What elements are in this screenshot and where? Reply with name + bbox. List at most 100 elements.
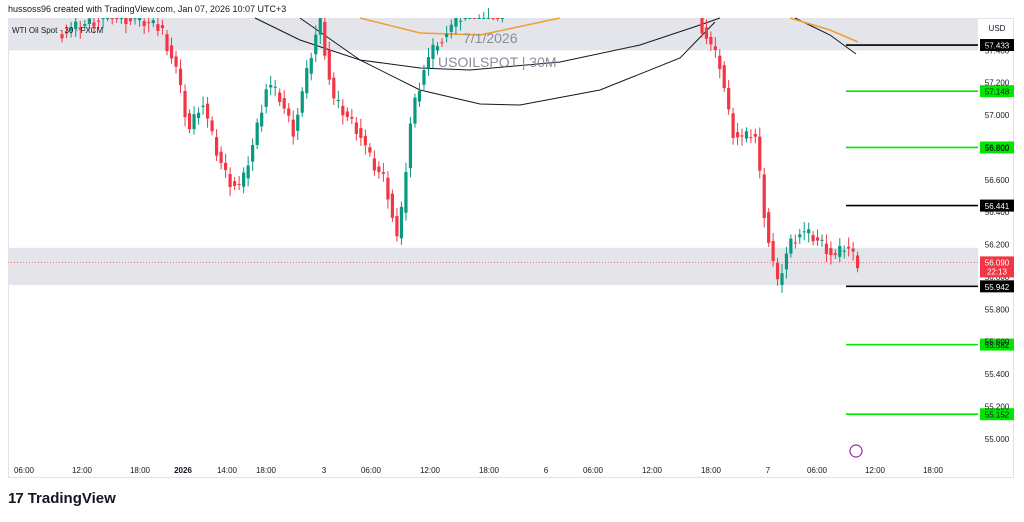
price-tick-2: 57.000 bbox=[985, 111, 1010, 120]
levels-layer bbox=[8, 44, 978, 416]
candle-body-111 bbox=[758, 136, 762, 171]
level-tag-0 bbox=[980, 39, 1014, 52]
candle-body-30 bbox=[196, 112, 201, 119]
candle-body-112 bbox=[762, 174, 766, 219]
candle-body-54 bbox=[305, 67, 309, 94]
candle-body-128 bbox=[833, 253, 837, 255]
candle-body-133 bbox=[855, 255, 860, 269]
candle-body-127 bbox=[829, 248, 833, 256]
level-tag-1 bbox=[980, 85, 1014, 98]
candle-body-129 bbox=[838, 245, 842, 257]
candle-body-123 bbox=[811, 235, 815, 242]
zones-layer bbox=[8, 18, 978, 286]
candle-body-117 bbox=[784, 253, 789, 270]
time-tick-9: 18:00 bbox=[479, 466, 500, 475]
price-tick-12: 55.000 bbox=[985, 435, 1010, 444]
candle-body-65 bbox=[354, 122, 358, 134]
candle-body-108 bbox=[744, 131, 749, 139]
candle-body-43 bbox=[255, 122, 259, 145]
candle-body-96 bbox=[496, 18, 500, 19]
candle-body-70 bbox=[377, 166, 381, 173]
candle-body-107 bbox=[740, 135, 744, 137]
price-axis: 57.433 57.148 56.800 56.441 55.942 55.582 55.1… bbox=[980, 24, 1014, 444]
current-price-label: 56.090 bbox=[985, 258, 1010, 267]
candle-body-91 bbox=[472, 18, 477, 19]
lightning-icon bbox=[849, 444, 863, 458]
time-tick-4: 14:00 bbox=[217, 466, 238, 475]
candle-body-79 bbox=[417, 90, 422, 102]
candle-body-10 bbox=[106, 18, 110, 19]
candle-body-51 bbox=[291, 119, 295, 137]
candle-body-63 bbox=[345, 111, 349, 117]
level-label-3: 56.441 bbox=[985, 202, 1010, 211]
candle-body-94 bbox=[486, 18, 491, 19]
candle-body-124 bbox=[815, 237, 820, 241]
zone-1 bbox=[8, 247, 978, 286]
time-tick-17: 18:00 bbox=[923, 466, 944, 475]
level-tag-4 bbox=[980, 280, 1014, 293]
level-tag-2 bbox=[980, 141, 1014, 154]
candle-body-77 bbox=[408, 123, 413, 169]
candle-body-125 bbox=[820, 239, 824, 241]
candle-body-116 bbox=[780, 273, 784, 286]
symbol-label: WTI Oil Spot · 30 · FXCM bbox=[12, 26, 104, 35]
candle-body-13 bbox=[119, 18, 123, 19]
watermark-ticker: USOILSPOT | 30M bbox=[438, 54, 557, 70]
candle-body-88 bbox=[458, 20, 463, 22]
candles-layer bbox=[60, 8, 860, 293]
level-label-1: 57.148 bbox=[985, 88, 1010, 97]
candle-body-57 bbox=[318, 18, 322, 35]
candle-body-109 bbox=[749, 137, 753, 139]
candle-body-97 bbox=[500, 18, 504, 19]
candle-body-84 bbox=[440, 42, 444, 44]
candle-body-23 bbox=[165, 34, 169, 52]
time-tick-8: 12:00 bbox=[420, 466, 441, 475]
current-price-tag bbox=[980, 256, 1014, 278]
candle-body-113 bbox=[767, 212, 771, 243]
candle-body-100 bbox=[709, 36, 713, 45]
candle-body-14 bbox=[124, 18, 128, 25]
candle-body-52 bbox=[296, 114, 300, 131]
time-tick-0: 06:00 bbox=[14, 466, 35, 475]
price-axis-currency: USD bbox=[989, 24, 1006, 33]
candle-body-17 bbox=[138, 18, 142, 21]
level-tag-5 bbox=[980, 338, 1014, 351]
candle-body-126 bbox=[824, 243, 829, 255]
candle-body-120 bbox=[798, 234, 802, 238]
candle-body-132 bbox=[851, 248, 855, 252]
candle-body-68 bbox=[368, 147, 372, 153]
sma-orange bbox=[359, 17, 561, 36]
candle-body-7 bbox=[92, 22, 96, 27]
candle-body-0 bbox=[60, 34, 64, 39]
candle-body-98 bbox=[700, 18, 704, 34]
candle-body-61 bbox=[336, 99, 340, 101]
candle-body-131 bbox=[847, 246, 851, 249]
candle-body-46 bbox=[269, 85, 273, 88]
candle-body-49 bbox=[282, 98, 286, 109]
candle-body-20 bbox=[151, 20, 155, 24]
candle-body-64 bbox=[350, 116, 354, 119]
candle-body-67 bbox=[363, 136, 367, 146]
time-tick-7: 06:00 bbox=[361, 466, 382, 475]
time-tick-12: 12:00 bbox=[642, 466, 663, 475]
candle-body-26 bbox=[178, 68, 183, 86]
candle-body-32 bbox=[205, 103, 210, 119]
candle-body-44 bbox=[260, 112, 264, 127]
candle-body-56 bbox=[314, 34, 318, 55]
price-tick-7: 56.000 bbox=[985, 273, 1010, 282]
candle-body-50 bbox=[287, 108, 291, 116]
candle-body-28 bbox=[187, 113, 192, 130]
time-tick-2: 18:00 bbox=[130, 466, 151, 475]
time-tick-16: 12:00 bbox=[865, 466, 886, 475]
tradingview-footer[interactable]: 17 TradingView bbox=[8, 490, 116, 507]
candle-body-47 bbox=[273, 86, 277, 88]
price-tick-8: 55.800 bbox=[985, 305, 1010, 314]
candle-body-74 bbox=[395, 215, 399, 237]
time-tick-5: 18:00 bbox=[256, 466, 277, 475]
price-tick-0: 57.400 bbox=[985, 46, 1010, 55]
candle-body-73 bbox=[390, 193, 395, 218]
candle-body-55 bbox=[309, 58, 313, 74]
candle-body-12 bbox=[115, 18, 119, 19]
envelope-lower bbox=[299, 17, 716, 106]
